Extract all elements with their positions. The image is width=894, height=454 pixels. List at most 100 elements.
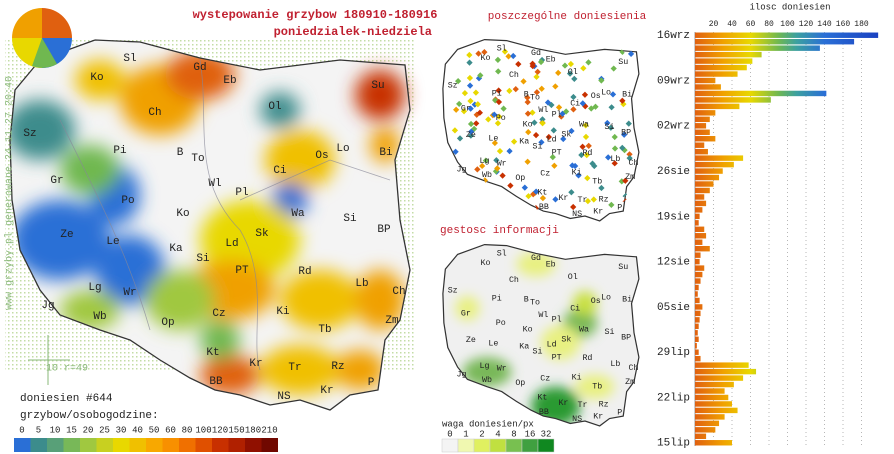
- city-label: Ze: [466, 130, 476, 140]
- bar: [695, 355, 701, 362]
- city-label: Po: [496, 113, 506, 123]
- density-scale-label: 8: [511, 429, 516, 439]
- city-label: B: [524, 295, 529, 305]
- x-tick-label: 20: [709, 20, 719, 29]
- bar: [695, 58, 753, 64]
- city-label: Gd: [193, 62, 206, 74]
- city-label: P: [368, 377, 375, 389]
- city-label: Tr: [578, 195, 588, 205]
- report-dot: [495, 98, 503, 106]
- report-dot: [460, 200, 467, 207]
- bar: [695, 97, 771, 103]
- bar: [695, 284, 699, 291]
- city-label: Pl: [552, 109, 562, 119]
- scale-label: 20: [83, 425, 94, 435]
- city-label: Rd: [582, 148, 592, 158]
- y-tick-label: 19sie: [657, 211, 690, 223]
- city-label: Ko: [481, 53, 491, 63]
- bar: [695, 252, 701, 258]
- scale-swatch: [14, 438, 31, 452]
- city-label: Lb: [355, 278, 368, 290]
- x-tick-label: 180: [854, 20, 869, 29]
- city-label: Kr: [320, 385, 333, 397]
- report-dot: [529, 109, 536, 116]
- bar: [695, 420, 720, 427]
- city-label: Op: [515, 378, 525, 388]
- bar: [695, 32, 879, 38]
- city-label: Ki: [572, 168, 582, 178]
- city-label: Wl: [208, 178, 221, 190]
- scale-swatch: [63, 438, 80, 452]
- bar: [695, 271, 703, 278]
- bar: [695, 200, 707, 207]
- bar: [695, 375, 744, 381]
- city-label: NS: [572, 209, 582, 219]
- city-label: To: [530, 93, 540, 103]
- scale-label: 10: [50, 425, 61, 435]
- reports-map: Sl Gd Eb Ko Su Ol Ch Sz Pi B To Wl Os Lo Bi Ci Gr Pl Po Ko W…: [442, 38, 640, 222]
- city-label: Pl: [235, 187, 248, 199]
- bar: [695, 181, 714, 187]
- report-dot: [506, 148, 513, 155]
- scale-swatch: [96, 438, 113, 452]
- city-label: BP: [377, 224, 391, 236]
- city-label: Lb: [610, 154, 620, 164]
- x-tick-label: 140: [817, 20, 832, 29]
- city-label: Op: [161, 317, 174, 329]
- bar: [695, 64, 747, 71]
- scale-swatch: [146, 438, 163, 452]
- scale-label: 60: [165, 425, 176, 435]
- bar: [695, 427, 716, 433]
- city-label: Kr: [249, 358, 262, 370]
- report-dot: [622, 177, 629, 184]
- city-label: Pi: [492, 294, 502, 304]
- report-dot: [583, 152, 590, 159]
- city-label: Ka: [519, 137, 529, 147]
- bar: [695, 84, 721, 90]
- city-label: Rz: [331, 361, 344, 373]
- y-tick-label: 29lip: [657, 347, 690, 359]
- scale-label: 25: [99, 425, 110, 435]
- city-label: Lb: [610, 359, 620, 369]
- bar: [695, 103, 740, 110]
- city-label: Ld: [225, 238, 238, 250]
- city-label: Lo: [601, 293, 611, 303]
- city-label: Sk: [561, 129, 571, 139]
- city-label: Jg: [41, 300, 54, 312]
- bar: [695, 336, 699, 342]
- bar: [695, 323, 699, 330]
- city-label: Kt: [206, 347, 219, 359]
- scale-swatch: [129, 438, 146, 452]
- city-label: NS: [572, 414, 582, 424]
- city-label: BB: [539, 202, 549, 212]
- bar: [695, 213, 700, 220]
- city-label: Le: [488, 338, 498, 348]
- y-tick-label: 09wrz: [657, 75, 690, 87]
- city-label: Ol: [268, 101, 281, 113]
- city-label: Zm: [625, 172, 635, 182]
- chart: 20 40 60 80 100 120 140 160 18016wrz09wrz02wrz26…: [657, 20, 879, 450]
- report-dot: [479, 197, 487, 204]
- bar: [695, 297, 700, 304]
- bar: [695, 161, 734, 168]
- report-dot: [512, 206, 520, 213]
- y-tick-label: 22lip: [657, 392, 690, 404]
- report-dot: [537, 58, 545, 66]
- city-label: Pi: [113, 145, 127, 157]
- scale-label: 40: [132, 425, 143, 435]
- city-label: Kr: [558, 398, 568, 408]
- city-label: Jg: [457, 165, 467, 175]
- report-dot: [551, 162, 558, 169]
- city-label: Cz: [212, 308, 225, 320]
- city-label: Sk: [255, 228, 269, 240]
- report-dot: [465, 198, 473, 205]
- bar: [695, 401, 732, 407]
- city-label: Su: [371, 80, 384, 92]
- scale-label: 50: [149, 425, 160, 435]
- scale-label: 80: [182, 425, 193, 435]
- density-scale-label: 2: [479, 429, 484, 439]
- scale-label: 150: [228, 425, 244, 435]
- bar: [695, 362, 749, 368]
- density-scale-label: 4: [495, 429, 500, 439]
